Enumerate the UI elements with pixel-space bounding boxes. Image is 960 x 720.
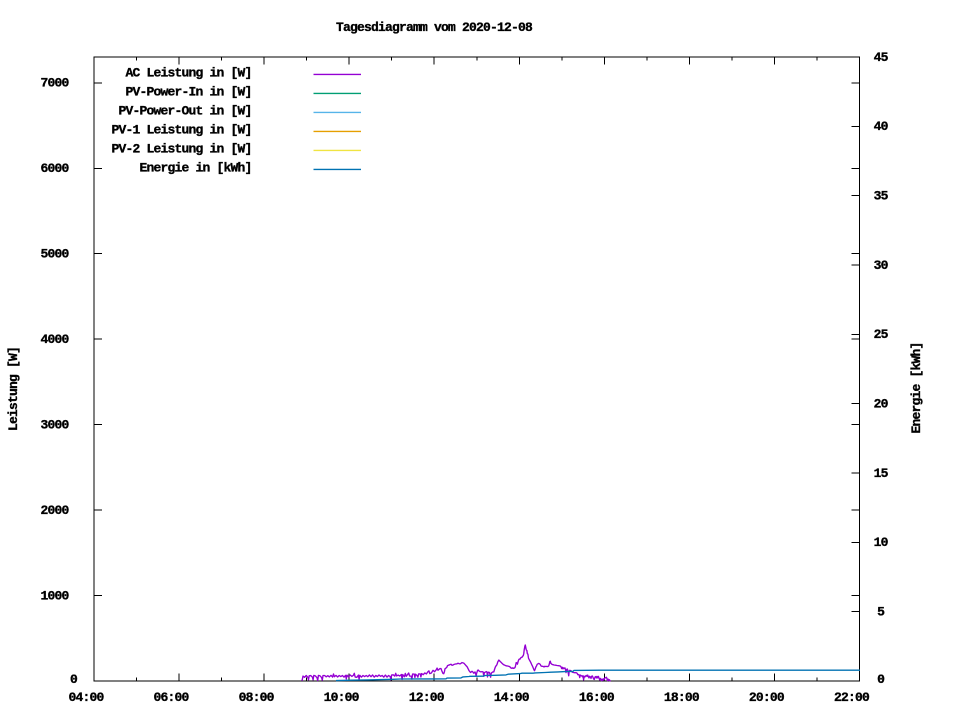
svg-text:30: 30 <box>874 258 889 273</box>
svg-text:20: 20 <box>874 396 889 411</box>
svg-text:10:00: 10:00 <box>324 690 360 705</box>
svg-text:15: 15 <box>874 466 889 481</box>
svg-text:6000: 6000 <box>40 161 69 176</box>
svg-text:Energie in [kWh]: Energie in [kWh] <box>139 161 251 176</box>
svg-text:3000: 3000 <box>40 417 69 432</box>
svg-text:25: 25 <box>874 327 889 342</box>
svg-text:18:00: 18:00 <box>664 690 700 705</box>
svg-text:45: 45 <box>874 50 889 65</box>
svg-text:20:00: 20:00 <box>749 690 785 705</box>
svg-text:Tagesdiagramm vom 2020-12-08: Tagesdiagramm vom 2020-12-08 <box>336 20 533 35</box>
svg-text:10: 10 <box>874 535 889 550</box>
svg-text:4000: 4000 <box>40 332 69 347</box>
svg-text:PV-2 Leistung in [W]: PV-2 Leistung in [W] <box>111 142 251 157</box>
svg-text:1000: 1000 <box>40 588 69 603</box>
svg-text:7000: 7000 <box>40 76 69 91</box>
svg-text:PV-1 Leistung in [W]: PV-1 Leistung in [W] <box>111 123 251 138</box>
svg-text:12:00: 12:00 <box>409 690 445 705</box>
svg-text:14:00: 14:00 <box>494 690 530 705</box>
svg-text:06:00: 06:00 <box>154 690 190 705</box>
svg-text:2000: 2000 <box>40 503 69 518</box>
svg-text:PV-Power-In in [W]: PV-Power-In in [W] <box>125 85 251 100</box>
svg-text:16:00: 16:00 <box>579 690 615 705</box>
svg-text:5000: 5000 <box>40 247 69 262</box>
svg-text:08:00: 08:00 <box>239 690 275 705</box>
svg-text:04:00: 04:00 <box>68 690 104 705</box>
svg-text:40: 40 <box>874 119 889 134</box>
svg-text:Energie [kWh]: Energie [kWh] <box>909 342 924 433</box>
svg-text:22:00: 22:00 <box>834 690 870 705</box>
svg-text:35: 35 <box>874 188 889 203</box>
svg-text:Leistung [W]: Leistung [W] <box>6 347 21 431</box>
svg-text:AC Leistung in [W]: AC Leistung in [W] <box>125 66 251 81</box>
svg-text:5: 5 <box>877 604 885 619</box>
svg-text:PV-Power-Out in [W]: PV-Power-Out in [W] <box>118 104 251 119</box>
svg-text:0: 0 <box>70 672 78 687</box>
svg-text:0: 0 <box>877 672 885 687</box>
